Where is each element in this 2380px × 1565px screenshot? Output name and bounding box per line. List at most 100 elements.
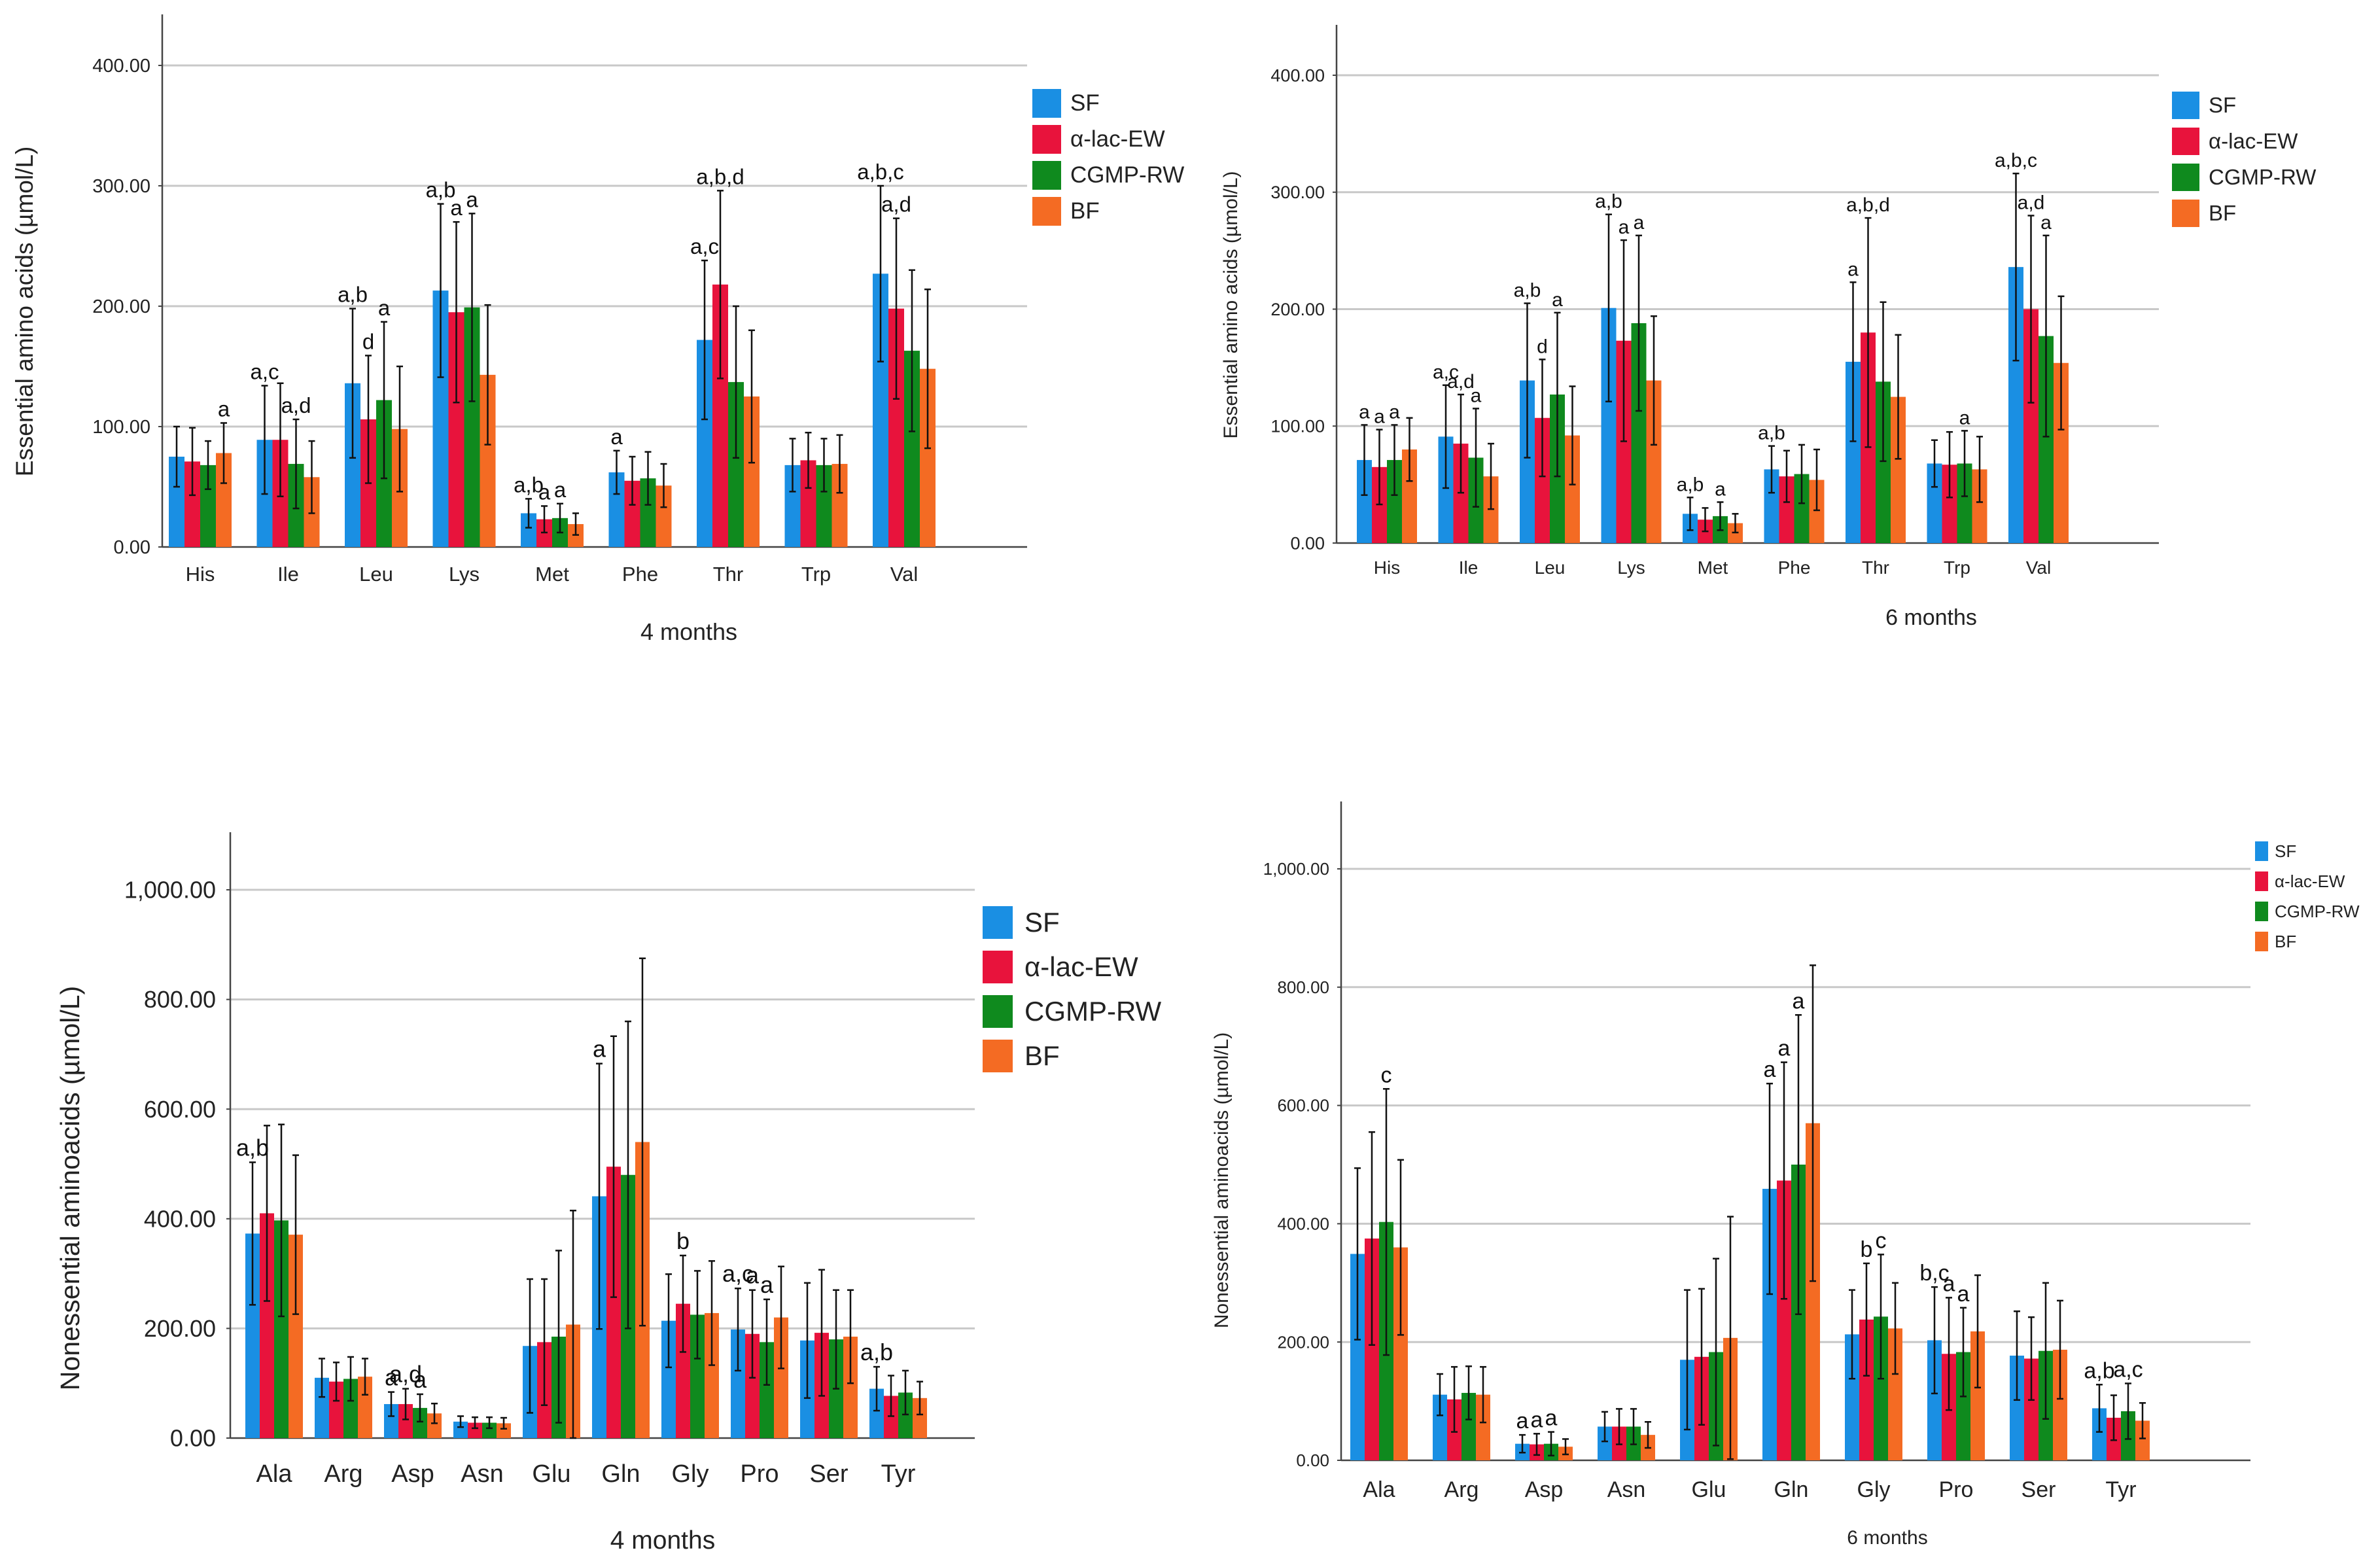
chart-essential-4-months: 0.00 100.00 200.00 300.00 400.00 His Ile Leu Lys… bbox=[0, 0, 1204, 687]
legend-item-cgmp-rw: CGMP-RW bbox=[983, 989, 1161, 1034]
x-tick-label-asp: Asp bbox=[1525, 1477, 1564, 1502]
bar-sf-gln bbox=[1762, 1189, 1777, 1460]
significance-label: b,c bbox=[1919, 1261, 1949, 1286]
legend-item-alpha-lac-ew: α-lac-EW bbox=[2255, 866, 2360, 896]
x-tick-label-ala: Ala bbox=[256, 1460, 293, 1488]
legend-swatch-sf bbox=[1032, 88, 1061, 118]
chart-nonessential-6-months: 0.00 200.00 400.00 600.00 800.00 1,000.00 Ala A… bbox=[1204, 785, 2380, 1565]
chart-essential-6-months-plot: 0.00 100.00 200.00 300.00 400.00 His Ile Leu Lys… bbox=[1270, 25, 2159, 578]
x-tick-label-met: Met bbox=[1698, 557, 1728, 578]
significance-label: a,c bbox=[2113, 1357, 2143, 1382]
legend-swatch-cgmp-rw bbox=[2255, 902, 2268, 921]
x-tick-label-thr: Thr bbox=[1862, 557, 1889, 578]
x-tick-label-lys: Lys bbox=[1617, 557, 1645, 578]
x-tick-label-trp: Trp bbox=[1944, 557, 1970, 578]
significance-label: a bbox=[378, 296, 391, 320]
bar-alpha-lac-ew-phe bbox=[1779, 476, 1794, 543]
legend-label-cgmp-rw: CGMP-RW bbox=[1070, 162, 1185, 188]
significance-label: a bbox=[1619, 217, 1630, 238]
significance-label: a bbox=[1793, 989, 1805, 1013]
bar-sf-arg bbox=[1433, 1394, 1447, 1460]
significance-label: b bbox=[676, 1227, 690, 1254]
x-tick-label-gln: Gln bbox=[1774, 1477, 1809, 1502]
x-tick-label-ala: Ala bbox=[1363, 1477, 1395, 1502]
x-tick-label-pro: Pro bbox=[1939, 1477, 1974, 1502]
bar-bf-lys bbox=[1646, 380, 1662, 543]
significance-label: a bbox=[1471, 385, 1482, 406]
bar-alpha-lac-ew-ser bbox=[2024, 1358, 2039, 1460]
legend-swatch-sf bbox=[2172, 91, 2199, 119]
y-tick-label: 300.00 bbox=[1270, 183, 1325, 202]
bar-sf-his bbox=[1357, 460, 1372, 543]
y-tick-label: 600.00 bbox=[1277, 1096, 1329, 1116]
bar-sf-ile bbox=[1438, 436, 1454, 543]
significance-label: a bbox=[1957, 1282, 1970, 1307]
x-tick-label-met: Met bbox=[535, 563, 569, 586]
x-tick-label-ser: Ser bbox=[809, 1460, 848, 1488]
bar-cgmp-rw-asn bbox=[482, 1422, 497, 1438]
significance-label: a bbox=[1778, 1036, 1791, 1061]
bar-cgmp-rw-gly bbox=[1874, 1316, 1888, 1460]
x-tick-label-arg: Arg bbox=[1444, 1477, 1479, 1502]
legend-swatch-sf bbox=[2255, 841, 2268, 861]
legend-swatch-alpha-lac-ew bbox=[2172, 127, 2199, 155]
legend-item-bf: BF bbox=[2255, 926, 2360, 957]
legend-swatch-alpha-lac-ew bbox=[2255, 871, 2268, 891]
y-tick-label: 100.00 bbox=[92, 417, 150, 438]
bar-cgmp-rw-pro bbox=[760, 1342, 774, 1438]
significance-label: a,b,d bbox=[696, 164, 744, 188]
bar-sf-leu bbox=[1520, 380, 1535, 543]
y-axis-label: Nonessential aminoacids (µmol/L) bbox=[1211, 1032, 1233, 1329]
significance-label: a bbox=[1634, 212, 1645, 234]
bar-bf-ala bbox=[289, 1235, 303, 1438]
significance-label: c bbox=[1876, 1228, 1887, 1253]
y-tick-label: 0.00 bbox=[114, 537, 150, 558]
bar-alpha-lac-ew-trp bbox=[1942, 465, 1957, 543]
legend-swatch-bf bbox=[2172, 199, 2199, 227]
x-tick-label-val: Val bbox=[2026, 557, 2051, 578]
significance-label: a bbox=[610, 425, 623, 449]
significance-label: a,d bbox=[389, 1361, 422, 1388]
x-tick-label-phe: Phe bbox=[622, 563, 658, 586]
bar-sf-asn bbox=[453, 1421, 468, 1438]
bar-cgmp-rw-thr bbox=[1876, 381, 1891, 543]
chart-nonessential-4-months-plot: 0.00 200.00 400.00 600.00 800.00 1,000.00 Ala A… bbox=[124, 832, 975, 1488]
legend-swatch-bf bbox=[2255, 932, 2268, 951]
legend-label-bf: BF bbox=[2275, 931, 2297, 951]
significance-label: a,b,c bbox=[857, 160, 904, 184]
bar-sf-pro bbox=[1927, 1340, 1942, 1460]
chart-essential-6-months: 0.00 100.00 200.00 300.00 400.00 His Ile Leu Lys… bbox=[1204, 0, 2380, 687]
legend-label-cgmp-rw: CGMP-RW bbox=[1024, 996, 1162, 1027]
significance-label: a,b bbox=[1677, 474, 1704, 495]
legend-item-alpha-lac-ew: α-lac-EW bbox=[2172, 123, 2316, 159]
bar-sf-thr bbox=[1846, 361, 1861, 543]
bar-sf-trp bbox=[1927, 463, 1942, 543]
bar-cgmp-rw-val bbox=[2039, 336, 2054, 543]
legend-item-cgmp-rw: CGMP-RW bbox=[2255, 896, 2360, 926]
x-tick-label-gly: Gly bbox=[1857, 1477, 1891, 1502]
significance-label: a,b bbox=[1758, 423, 1785, 444]
legend-label-cgmp-rw: CGMP-RW bbox=[2275, 901, 2360, 921]
bar-bf-leu bbox=[1565, 435, 1580, 543]
bar-sf-gly bbox=[1845, 1334, 1859, 1460]
y-axis-label: Nonessential aminoacids (µmol/L) bbox=[55, 985, 85, 1391]
x-tick-label-gln: Gln bbox=[601, 1460, 640, 1488]
significance-label: a bbox=[1847, 258, 1859, 280]
significance-label: a bbox=[385, 1364, 398, 1391]
chart-essential-4-months-plot: 0.00 100.00 200.00 300.00 400.00 His Ile Leu Lys… bbox=[92, 14, 1027, 586]
bar-bf-asn bbox=[497, 1423, 511, 1438]
x-tick-label-ile: Ile bbox=[1459, 557, 1479, 578]
bar-bf-ser bbox=[2053, 1349, 2067, 1460]
significance-label: a bbox=[1715, 478, 1726, 500]
significance-label: a,b,d bbox=[1846, 194, 1890, 216]
x-tick-label-pro: Pro bbox=[740, 1460, 779, 1488]
legend-label-alpha-lac-ew: α-lac-EW bbox=[1024, 951, 1138, 982]
y-tick-label: 200.00 bbox=[1277, 1332, 1329, 1352]
significance-label: d bbox=[1537, 336, 1548, 357]
chart-nonessential-6-months-plot: 0.00 200.00 400.00 600.00 800.00 1,000.00 Ala A… bbox=[1263, 801, 2250, 1502]
x-tick-label-tyr: Tyr bbox=[881, 1460, 916, 1488]
legend: SF α-lac-EW CGMP-RW BF bbox=[1032, 85, 1184, 229]
legend-item-alpha-lac-ew: α-lac-EW bbox=[1032, 121, 1184, 157]
y-tick-label: 400.00 bbox=[1277, 1214, 1329, 1234]
bar-cgmp-rw-asp bbox=[413, 1407, 427, 1438]
